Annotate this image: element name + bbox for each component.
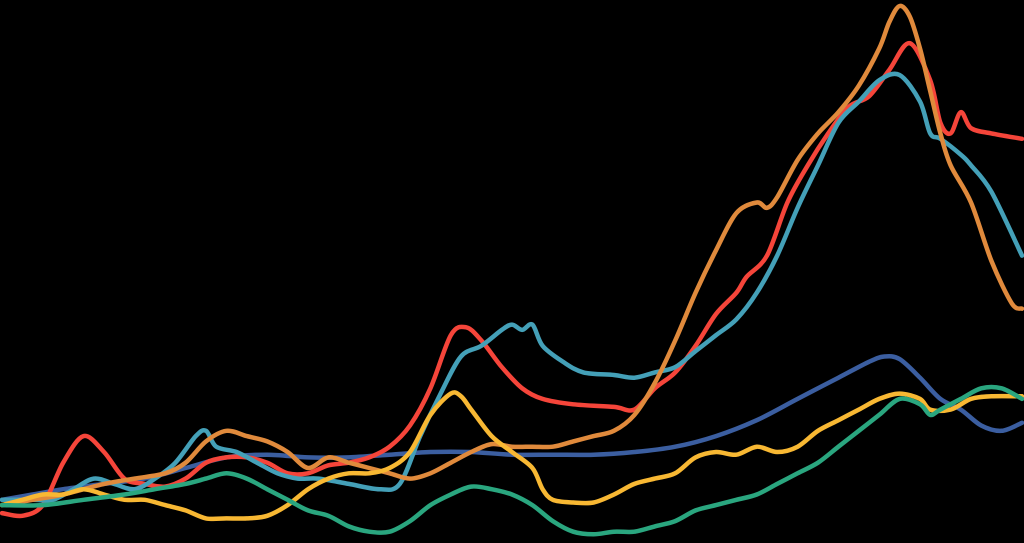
- series-line-1: [0, 353, 1024, 503]
- series-line-3: [0, 71, 1024, 503]
- series-line-4: [0, 3, 1024, 508]
- series-layer: [0, 3, 1024, 537]
- series-line-6: [0, 384, 1024, 537]
- series-line-5: [0, 390, 1024, 522]
